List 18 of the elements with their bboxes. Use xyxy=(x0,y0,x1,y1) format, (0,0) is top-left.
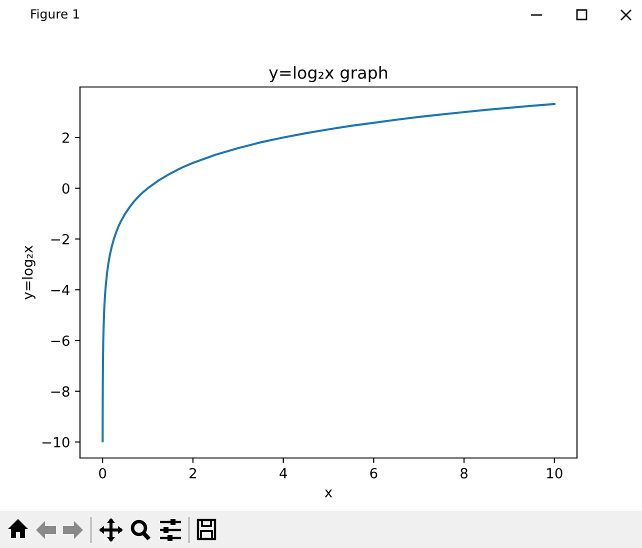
y-axis-title: y=log₂x xyxy=(22,246,36,300)
x-axis-title: x xyxy=(324,490,332,498)
chart-title: y=log₂x graph xyxy=(269,66,388,82)
line-series xyxy=(102,102,556,442)
y-tick-label: −4 xyxy=(51,284,70,296)
x-tick-label: 10 xyxy=(547,468,562,478)
y-tick-label: −10 xyxy=(42,436,70,448)
x-tick-label: 2 xyxy=(190,468,196,478)
y-tick-label: −8 xyxy=(51,386,70,397)
y-tick-label: 0 xyxy=(62,183,70,194)
y-tick-label: 2 xyxy=(62,132,69,143)
x-tick-label: 6 xyxy=(370,468,378,478)
x-tick-label: 0 xyxy=(99,468,106,478)
x-tick-label: 8 xyxy=(460,468,468,478)
y-tick-label: −2 xyxy=(51,234,69,244)
y-tick-label: −6 xyxy=(51,335,70,346)
x-tick-label: 4 xyxy=(280,468,287,478)
caption: Figure 1 xyxy=(31,8,79,22)
